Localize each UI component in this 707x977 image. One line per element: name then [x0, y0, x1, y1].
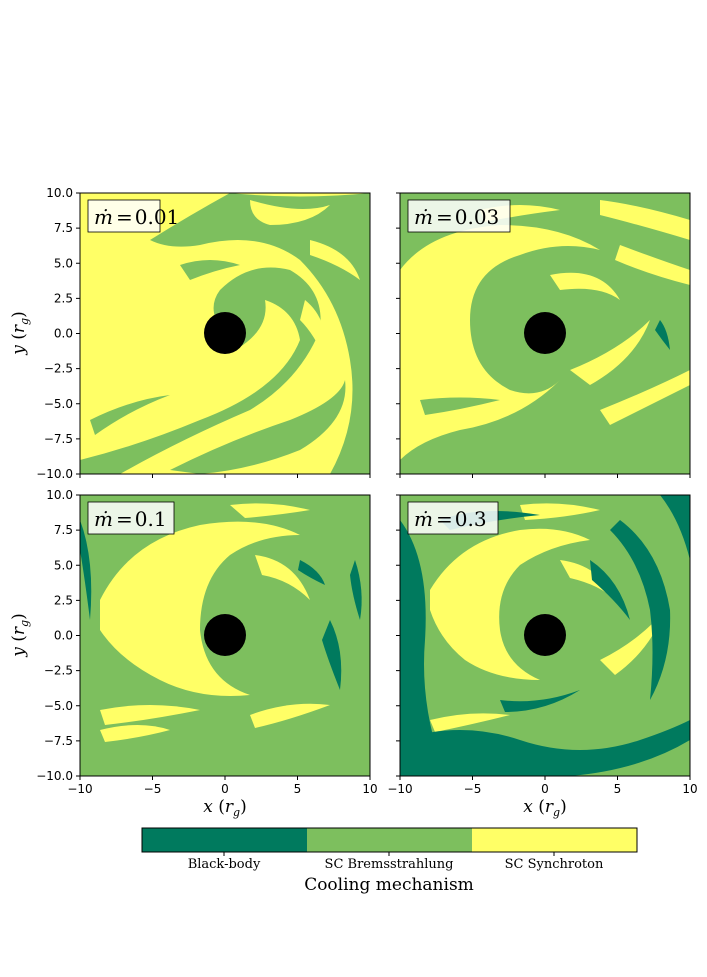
label-value: 0.01: [135, 205, 180, 229]
colorbar-label-black-body: Black-body: [188, 857, 261, 872]
svg-text:ṁ=0.3: ṁ = 0.3: [414, 507, 487, 531]
y-tick-label: −10.0: [36, 769, 73, 783]
label-prefix: ṁ: [94, 507, 113, 531]
label-value: 0.1: [135, 507, 167, 531]
y-tick-label: −7.5: [44, 734, 73, 748]
y-tick-label: 0.0: [54, 629, 73, 643]
colorbar-title: Cooling mechanism: [304, 875, 474, 895]
y-tick-label: −7.5: [44, 432, 73, 446]
map-bottom-left: [80, 495, 370, 776]
y-tick-label: 0.0: [54, 327, 73, 341]
colorbar-black-body: [142, 828, 307, 852]
colorbar-bremsstrahlung: [307, 828, 472, 852]
y-tick-label: 10.0: [46, 186, 73, 200]
y-tick-label: 2.5: [54, 291, 73, 305]
label-eq: =: [116, 205, 133, 229]
x-tick-label: 0: [221, 782, 229, 796]
x-tick-label: −10: [67, 782, 92, 796]
label-prefix: ṁ: [414, 507, 433, 531]
panel-bottom-right: ṁ = 0.3: [399, 494, 691, 777]
x-axis-right: −10 −5 0 5 10: [387, 474, 698, 796]
y-tick-label: −2.5: [44, 664, 73, 678]
x-tick-label: −5: [144, 782, 162, 796]
x-tick-label: 5: [294, 782, 302, 796]
colorbar: Black-body SC Bremsstrahlung SC Synchrot…: [141, 827, 638, 895]
label-prefix: ṁ: [414, 205, 433, 229]
colorbar-synchrotron: [472, 828, 637, 852]
y-tick-label: 5.0: [54, 558, 73, 572]
x-tick-label: 5: [614, 782, 622, 796]
map-top-left: [80, 193, 370, 474]
x-tick-label: −10: [387, 782, 412, 796]
y-tick-label: −10.0: [36, 467, 73, 481]
map-top-right: [400, 193, 690, 474]
legend-label-top-right: ṁ = 0.03: [407, 199, 511, 233]
y-tick-label: −2.5: [44, 362, 73, 376]
label-value: 0.3: [455, 507, 487, 531]
label-value: 0.03: [455, 205, 500, 229]
x-axis-title-right: x (rg): [523, 797, 566, 819]
x-tick-label: 10: [682, 782, 697, 796]
x-axis-left: −10 −5 0 5 10: [67, 474, 378, 796]
colorbar-label-synchrotron: SC Synchroton: [505, 857, 604, 872]
legend-label-bottom-right: ṁ = 0.3: [407, 501, 499, 535]
x-axis-title-left: x (rg): [203, 797, 246, 819]
label-eq: =: [436, 205, 453, 229]
y-tick-label: 10.0: [46, 488, 73, 502]
panel-bottom-left: ṁ = 0.1: [79, 494, 371, 777]
y-tick-label: −5.0: [44, 397, 73, 411]
y-tick-label: 5.0: [54, 256, 73, 270]
map-bottom-right: [400, 495, 690, 776]
x-tick-label: 0: [541, 782, 549, 796]
y-axis-title-top: y (rg): [9, 311, 31, 355]
legend-label-bottom-left: ṁ = 0.1: [87, 501, 175, 535]
svg-text:ṁ=0.01: ṁ = 0.01: [94, 205, 179, 229]
y-axis-title-bottom: y (rg): [9, 613, 31, 657]
panel-top-left: ṁ = 0.01: [79, 192, 371, 475]
y-tick-label: 2.5: [54, 593, 73, 607]
y-tick-label: −5.0: [44, 699, 73, 713]
y-tick-label: 7.5: [54, 221, 73, 235]
y-axis-bottom: 10.0 7.5 5.0 2.5 0.0 −2.5 −5.0 −7.5 −10.0: [36, 488, 400, 783]
colorbar-label-bremsstrahlung: SC Bremsstrahlung: [325, 857, 454, 872]
y-axis-top: 10.0 7.5 5.0 2.5 0.0 −2.5 −5.0 −7.5 −10.0: [36, 186, 400, 481]
label-prefix: ṁ: [94, 205, 113, 229]
svg-text:ṁ=0.1: ṁ = 0.1: [94, 507, 167, 531]
y-tick-label: 7.5: [54, 523, 73, 537]
x-tick-label: −5: [464, 782, 482, 796]
label-eq: =: [116, 507, 133, 531]
panel-top-right: ṁ = 0.03: [399, 192, 691, 475]
x-tick-label: 10: [362, 782, 377, 796]
svg-text:ṁ=0.03: ṁ = 0.03: [414, 205, 499, 229]
legend-label-top-left: ṁ = 0.01: [87, 199, 179, 233]
label-eq: =: [436, 507, 453, 531]
